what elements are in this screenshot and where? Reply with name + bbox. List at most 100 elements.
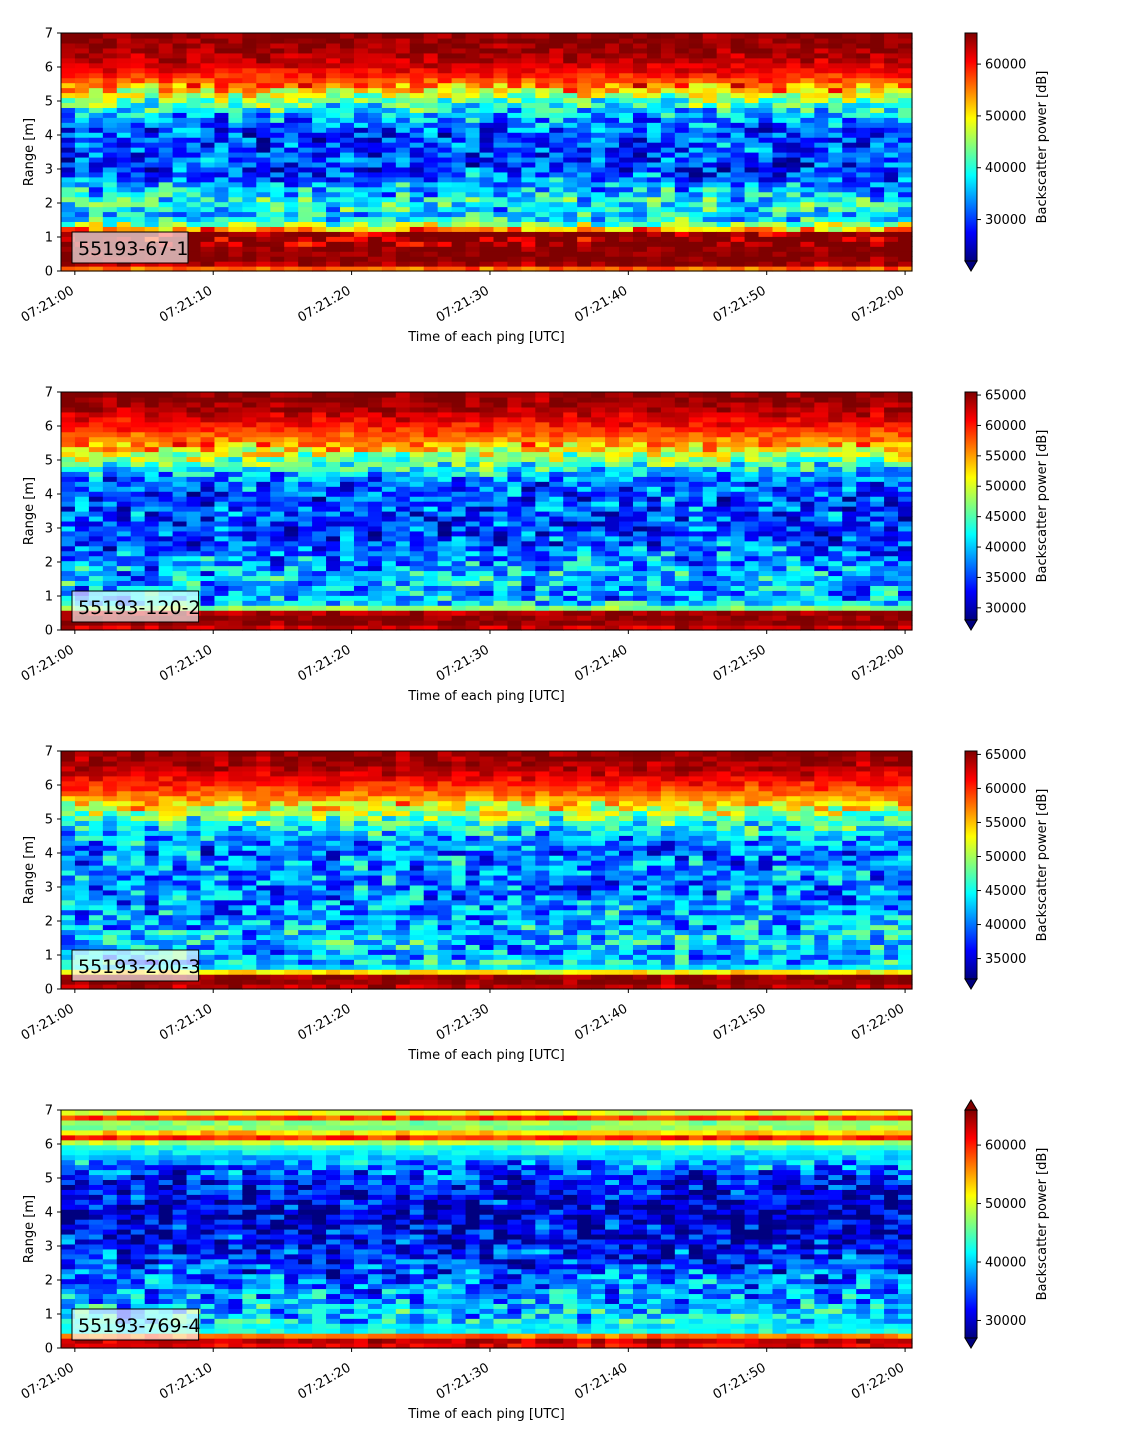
heatmap-cell <box>535 590 550 596</box>
heatmap-cell <box>312 452 327 458</box>
heatmap-cell <box>689 48 704 54</box>
heatmap-cell <box>354 506 369 512</box>
heatmap-cell <box>731 112 746 118</box>
heatmap-cell <box>577 162 592 168</box>
heatmap-cell <box>410 511 425 517</box>
heatmap-cell <box>884 212 899 218</box>
heatmap-cell <box>549 221 564 227</box>
heatmap-cell <box>493 456 508 462</box>
heatmap-cell <box>521 157 536 163</box>
heatmap-cell <box>577 521 592 527</box>
y-tick-label: 2 <box>45 197 53 212</box>
heatmap-cell <box>842 112 857 118</box>
heatmap-cell <box>131 566 146 572</box>
heatmap-cell <box>354 417 369 423</box>
heatmap-cell <box>368 246 383 252</box>
heatmap-cell <box>89 122 104 128</box>
heatmap-cell <box>187 122 202 128</box>
heatmap-cell <box>466 566 481 572</box>
heatmap-cell <box>382 63 397 69</box>
heatmap-cell <box>159 117 174 123</box>
heatmap-cell <box>759 73 774 79</box>
heatmap-cell <box>647 182 662 188</box>
heatmap-cell <box>800 231 815 237</box>
heatmap-cell <box>131 207 146 213</box>
heatmap-cell <box>438 491 453 497</box>
heatmap-cell <box>298 246 313 252</box>
heatmap-cell <box>326 192 341 198</box>
heatmap-cell <box>382 73 397 79</box>
heatmap-cell <box>898 63 913 69</box>
heatmap-cell <box>61 571 76 577</box>
heatmap-cell <box>242 402 257 408</box>
heatmap-cell <box>145 501 160 507</box>
heatmap-cell <box>382 471 397 477</box>
heatmap-cell <box>159 461 174 467</box>
heatmap-cell <box>89 561 104 567</box>
heatmap-cell <box>424 422 439 428</box>
heatmap-cell <box>549 88 564 94</box>
heatmap-cell <box>856 58 871 64</box>
heatmap-cell <box>75 486 90 492</box>
heatmap-cell <box>326 78 341 84</box>
heatmap-cell <box>535 456 550 462</box>
heatmap-cell <box>242 261 257 267</box>
heatmap-cell <box>145 417 160 423</box>
heatmap-cell <box>563 417 578 423</box>
heatmap-cell <box>242 127 257 133</box>
heatmap-cell <box>270 452 285 458</box>
heatmap-cell <box>828 226 843 232</box>
heatmap-cell <box>577 571 592 577</box>
heatmap-cell <box>842 162 857 168</box>
heatmap-cell <box>242 93 257 99</box>
heatmap-cell <box>214 496 229 502</box>
heatmap-cell <box>717 162 732 168</box>
heatmap-cell <box>507 107 522 113</box>
heatmap-cell <box>228 610 243 616</box>
heatmap-cell <box>103 132 118 138</box>
heatmap-cell <box>256 595 271 601</box>
heatmap-cell <box>424 117 439 123</box>
heatmap-cell <box>410 231 425 237</box>
heatmap-cell <box>605 137 620 143</box>
heatmap-cell <box>786 132 801 138</box>
heatmap-cell <box>75 73 90 79</box>
heatmap-cell <box>535 402 550 408</box>
heatmap-cell <box>438 236 453 242</box>
heatmap-cell <box>480 226 495 232</box>
heatmap-cell <box>424 226 439 232</box>
heatmap-cell <box>312 117 327 123</box>
heatmap-cell <box>284 466 299 472</box>
heatmap-cell <box>382 212 397 218</box>
heatmap-cell <box>577 422 592 428</box>
heatmap-cell <box>256 83 271 89</box>
heatmap-cell <box>563 511 578 517</box>
heatmap-cell <box>856 88 871 94</box>
heatmap-cell <box>354 392 369 398</box>
heatmap-cell <box>745 48 760 54</box>
heatmap-cell <box>214 536 229 542</box>
heatmap-cell <box>75 437 90 443</box>
heatmap-cell <box>284 427 299 433</box>
heatmap-cell <box>619 620 634 626</box>
heatmap-cell <box>535 442 550 448</box>
heatmap-cell <box>396 43 411 49</box>
heatmap-cell <box>396 48 411 54</box>
heatmap-cell <box>438 256 453 262</box>
heatmap-cell <box>619 132 634 138</box>
heatmap-cell <box>661 221 676 227</box>
heatmap-cell <box>201 402 216 408</box>
heatmap-cell <box>731 78 746 84</box>
heatmap-cell <box>256 481 271 487</box>
heatmap-cell <box>368 93 383 99</box>
heatmap-cell <box>340 142 355 148</box>
heatmap-cell <box>480 93 495 99</box>
heatmap-cell <box>368 58 383 64</box>
heatmap-cell <box>256 43 271 49</box>
heatmap-cell <box>187 132 202 138</box>
heatmap-cell <box>382 172 397 178</box>
heatmap-cell <box>214 246 229 252</box>
heatmap-cell <box>410 182 425 188</box>
heatmap-cell <box>396 620 411 626</box>
heatmap-cell <box>256 112 271 118</box>
